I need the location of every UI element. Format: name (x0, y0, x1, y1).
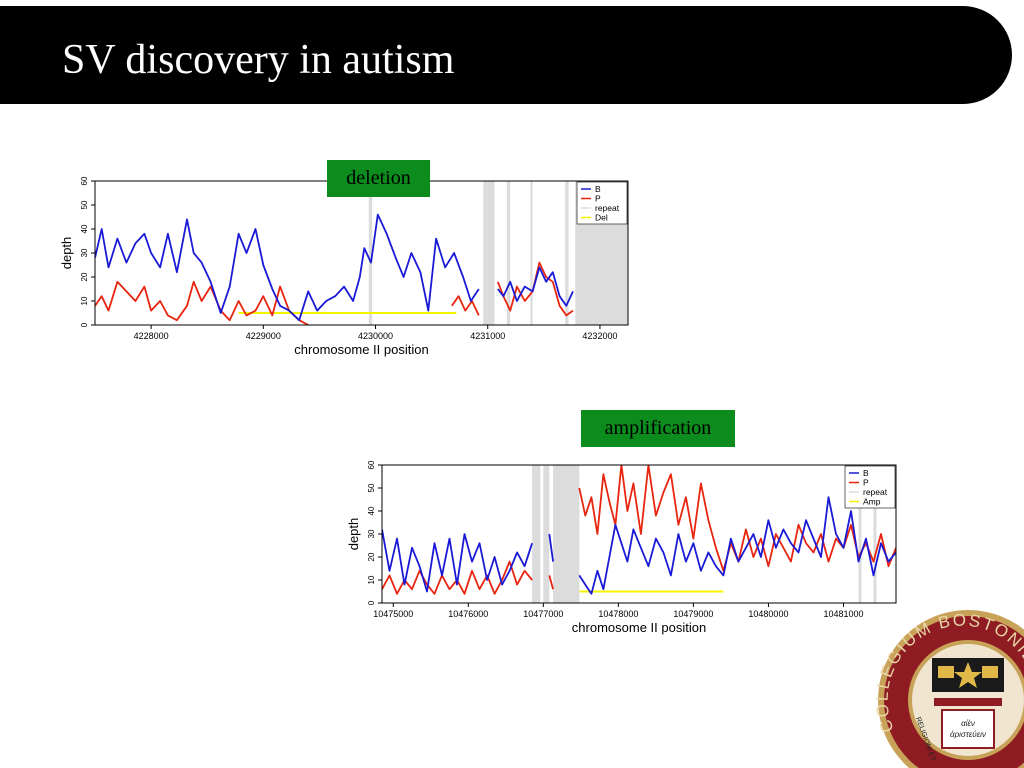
x-tick-label: 10475000 (373, 609, 413, 619)
x-tick-label: 4228000 (134, 331, 169, 341)
repeat-region (530, 181, 533, 325)
series-line-p (95, 280, 309, 325)
y-tick-label: 50 (80, 200, 89, 209)
y-tick-label: 40 (80, 224, 89, 233)
repeat-region (553, 465, 580, 603)
x-tick-label: 10480000 (748, 609, 788, 619)
legend-label: repeat (863, 487, 888, 497)
book-icon (941, 709, 995, 749)
y-tick-label: 40 (367, 506, 376, 515)
x-axis-label: chromosome II position (294, 342, 428, 357)
repeat-region (565, 181, 569, 325)
depth-chart-deletion: 4228000 4229000 4230000 4231000 4232000 0 10 20… (59, 176, 629, 357)
y-tick-label: 60 (80, 176, 89, 185)
plot-area (95, 181, 628, 325)
star-icon (954, 662, 982, 688)
y-tick-label: 0 (367, 600, 376, 605)
legend-label: P (863, 478, 869, 488)
y-tick-label: 30 (80, 248, 89, 257)
series-line-p (548, 575, 554, 590)
plot-frame (94, 180, 629, 326)
y-tick-label: 10 (80, 296, 89, 305)
repeat-region (873, 465, 877, 603)
seal-motto-line-2: ἀριστεύειν (950, 730, 986, 739)
legend-label: repeat (595, 203, 620, 213)
amplification-label: amplification (581, 410, 735, 447)
y-tick-label: 20 (80, 272, 89, 281)
y-tick-label: 30 (367, 529, 376, 538)
legend-label: B (595, 184, 601, 194)
x-tick-label: 10476000 (448, 609, 488, 619)
legend-label: Amp (863, 497, 881, 507)
x-axis-label: chromosome II position (572, 620, 706, 635)
series-line-b (578, 496, 896, 595)
plot-area (382, 465, 896, 603)
legend-label: B (863, 468, 869, 478)
depth-chart-amplification: 10475000 10476000 10477000 10478000 10479000… (346, 460, 897, 635)
slide-title: SV discovery in autism (62, 37, 455, 83)
repeat-region (858, 465, 862, 603)
title-bar (0, 6, 1012, 104)
y-axis-label: depth (59, 237, 74, 270)
x-tick-label: 10481000 (823, 609, 863, 619)
series-line-p (451, 295, 480, 316)
crown-icon (938, 666, 954, 678)
y-axis-label: depth (346, 518, 361, 551)
x-tick-label: 4229000 (246, 331, 281, 341)
legend-label: Del (595, 213, 608, 223)
repeat-region (368, 181, 373, 325)
seal-motto-line-1: αἰὲν (961, 719, 975, 728)
series-line-b (95, 213, 480, 322)
repeat-region (506, 181, 511, 325)
y-tick-label: 20 (367, 552, 376, 561)
crown-icon (982, 666, 998, 678)
x-tick-label: 4231000 (470, 331, 505, 341)
x-tick-label: 4230000 (358, 331, 393, 341)
series-line-b (382, 529, 533, 593)
boston-college-seal: COLLEGIUM BOSTONIENSE FUNDATUM αἰὲν ἀρισ… (872, 610, 1024, 768)
repeat-region (483, 181, 495, 325)
deletion-label: deletion (327, 160, 430, 197)
repeat-region (543, 465, 550, 603)
y-tick-label: 60 (367, 460, 376, 469)
x-tick-label: 10479000 (673, 609, 713, 619)
x-tick-label: 4232000 (582, 331, 617, 341)
series-line-b (497, 266, 574, 307)
y-tick-label: 0 (80, 322, 89, 327)
y-tick-label: 10 (367, 575, 376, 584)
legend-label: P (595, 194, 601, 204)
repeat-region (532, 465, 541, 603)
x-tick-label: 10478000 (598, 609, 638, 619)
series-line-p (382, 560, 533, 595)
y-tick-label: 50 (367, 483, 376, 492)
x-tick-label: 10477000 (523, 609, 563, 619)
series-line-b (548, 533, 554, 562)
